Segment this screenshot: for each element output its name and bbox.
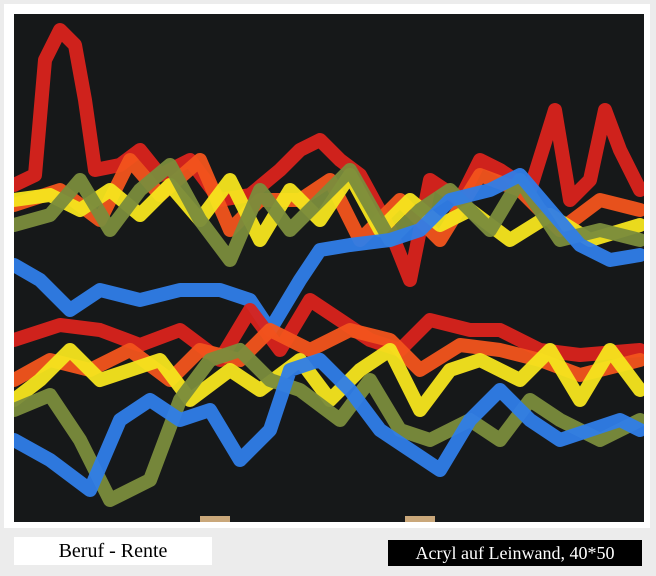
painting: [14, 14, 644, 522]
upper-band: [14, 23, 644, 337]
caption-details: Acryl auf Leinwand, 40*50: [388, 540, 642, 566]
easel-peg: [200, 516, 230, 522]
easel-peg: [405, 516, 435, 522]
lower-band: [14, 293, 644, 507]
caption-title: Beruf - Rente: [14, 537, 212, 565]
